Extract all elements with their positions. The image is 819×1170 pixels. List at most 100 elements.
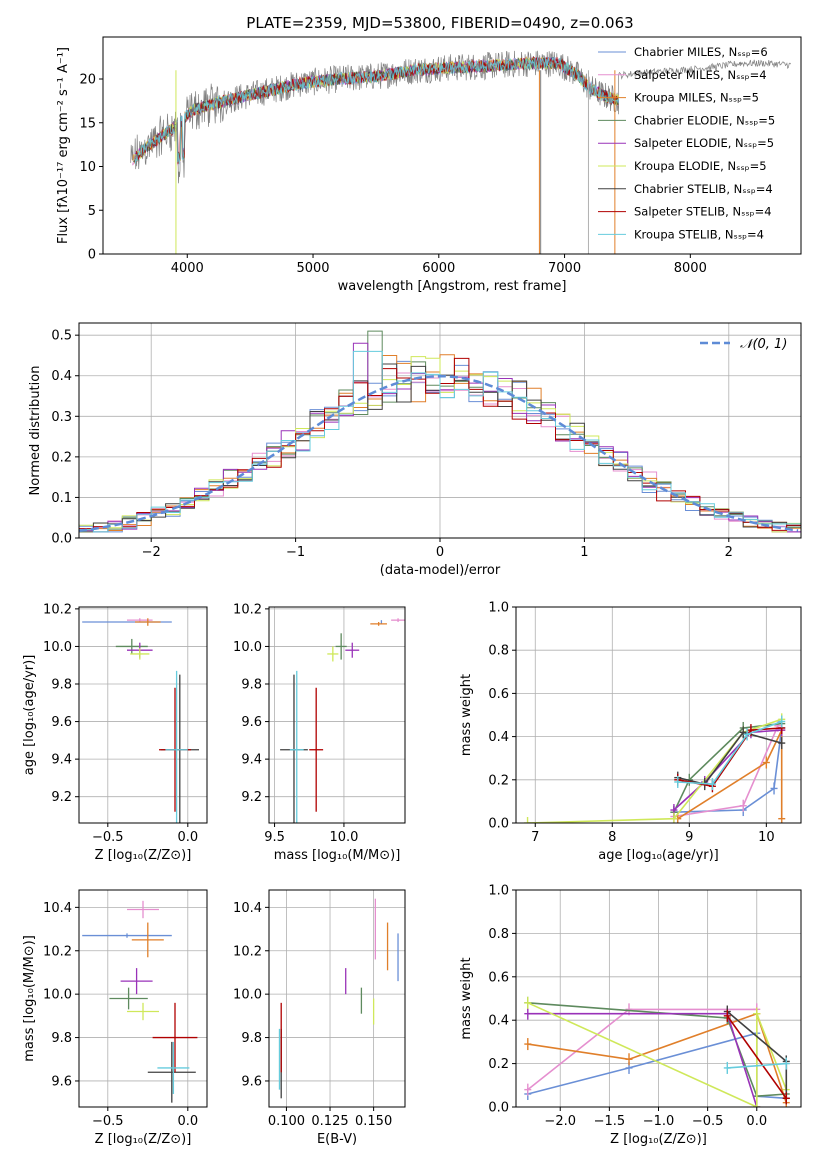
y-axis-label: Normed distribution (28, 366, 43, 496)
legend: Chabrier MILES, Nₛₛₚ=6 Salpeter MILES, Nₛ… (598, 45, 775, 241)
y-tick-label: 0.0 (488, 1101, 509, 1116)
plot-area (524, 996, 790, 1107)
x-tick-label: 9 (685, 830, 693, 845)
x-tick-label: −0.5 (692, 1114, 724, 1129)
y-tick-label: 10.0 (43, 988, 72, 1003)
y-axis-label: mass [log₁₀(M/M⊙)] (22, 935, 37, 1062)
data-point (127, 900, 159, 919)
data-point (127, 1002, 159, 1021)
mass-weight-line (527, 1012, 758, 1107)
x-tick-label: −1.0 (643, 1114, 675, 1129)
x-tick-label: −0.5 (92, 830, 124, 845)
y-tick-label: 10.0 (43, 640, 72, 655)
axes-frame (515, 606, 802, 824)
panel-massweight-vs-Z: −2.0 −1.5 −1.0 −0.5 0.0 0.0 0.2 0.4 0.6 0.8 1.0 Z [… (459, 884, 802, 1147)
y-tick-label: 0.3 (51, 410, 72, 425)
y-tick-label: 9.8 (241, 1031, 262, 1046)
legend-label: Chabrier ELODIE, Nₛₛₚ=5 (634, 113, 775, 127)
plot-area (82, 900, 198, 1103)
data-point (391, 618, 405, 623)
mass-weight-marker (524, 1083, 532, 1096)
x-tick-label: 6000 (422, 261, 455, 276)
y-tick-label: 9.2 (51, 790, 72, 805)
mass-weight-marker (524, 1038, 532, 1051)
y-tick-label: 0.4 (51, 369, 72, 384)
axes-frame (515, 889, 802, 1108)
y-tick-label: 9.6 (51, 1074, 72, 1089)
mass-weight-marker (762, 756, 770, 769)
x-tick-label: 8 (608, 830, 616, 845)
y-tick-label: 15 (79, 116, 96, 131)
y-tick-label: 10.0 (233, 640, 262, 655)
legend-label: Kroupa MILES, Nₛₛₚ=5 (634, 91, 759, 105)
x-tick-label: 0.125 (311, 1114, 348, 1129)
mass-weight-marker (778, 715, 786, 728)
x-tick-label: −0.5 (92, 1114, 124, 1129)
y-tick-label: 10.2 (233, 944, 262, 959)
y-tick-label: 9.6 (241, 715, 262, 730)
y-tick-label: 9.8 (241, 678, 262, 693)
y-tick-label: 20 (79, 73, 96, 88)
data-point (345, 642, 360, 658)
x-tick-label: 0.0 (746, 1114, 767, 1129)
panel-spectrum: 4000 5000 6000 7000 8000 0 5 10 15 20 PLATE=2359, … (56, 14, 802, 294)
data-point (115, 638, 148, 654)
x-tick-label: 2 (725, 545, 733, 560)
model-spectrum-line (134, 56, 619, 165)
y-tick-label: 5 (88, 204, 96, 219)
data-point (120, 968, 153, 995)
mass-weight-marker (753, 1007, 761, 1020)
x-tick-label: −2.0 (544, 1114, 576, 1129)
mass-weight-marker (524, 817, 532, 823)
x-tick-label: −1.5 (594, 1114, 626, 1129)
mass-weight-line (527, 1002, 787, 1098)
mass-weight-marker (674, 775, 682, 788)
x-axis-label: Z [log₁₀(Z/Z⊙)] (95, 848, 192, 863)
mass-weight-marker (782, 1092, 790, 1105)
data-point (147, 1041, 196, 1103)
legend-label: Kroupa ELODIE, Nₛₛₚ=5 (634, 159, 767, 173)
mass-weight-marker (747, 724, 755, 737)
x-tick-label: 0.100 (268, 1114, 305, 1129)
data-point (135, 618, 161, 626)
y-tick-label: 0.1 (51, 491, 72, 506)
y-tick-label: 9.6 (51, 715, 72, 730)
x-tick-label: 5000 (296, 261, 329, 276)
data-point (157, 1041, 190, 1094)
panel-age-vs-mass: 9.5 10.0 9.2 9.4 9.6 9.8 10.0 10.2 mass [log₁₀(M… (233, 602, 406, 863)
y-tick-label: 0.2 (488, 773, 509, 788)
mass-weight-marker (524, 996, 532, 1009)
x-tick-label: 8000 (674, 261, 707, 276)
data-point (165, 670, 188, 823)
x-tick-label: 7000 (548, 261, 581, 276)
data-point (309, 687, 324, 812)
axes-frame (78, 322, 802, 539)
y-tick-label: 1.0 (488, 601, 509, 616)
data-point (152, 1002, 198, 1073)
y-tick-label: 10.2 (43, 944, 72, 959)
chart-title: PLATE=2359, MJD=53800, FIBERID=0490, z=0… (246, 14, 633, 32)
plot-area (79, 330, 801, 533)
data-point (370, 622, 387, 626)
axes-frame (78, 889, 208, 1108)
panel-mass-vs-ebv: 0.100 0.125 0.150 9.6 9.8 10.0 10.2 10.4 E(B-V) (233, 889, 406, 1147)
observed-spectrum-line (130, 50, 791, 184)
x-axis-label: Z [log₁₀(Z/Z⊙)] (95, 1132, 192, 1147)
y-tick-label: 0.6 (488, 687, 509, 702)
y-tick-label: 9.4 (51, 753, 72, 768)
mass-weight-line (527, 1008, 758, 1107)
axes-frame (268, 889, 406, 1108)
mass-weight-marker (770, 782, 778, 795)
y-tick-label: 1.0 (488, 884, 509, 899)
x-tick-label: 10.0 (329, 830, 358, 845)
y-tick-label: 10.0 (233, 988, 262, 1003)
mass-weight-marker (782, 1057, 790, 1070)
x-tick-label: −1 (286, 545, 305, 560)
y-axis-label: mass weight (459, 957, 474, 1039)
axes-frame (102, 36, 802, 255)
x-axis-label: (data-model)/error (380, 563, 501, 578)
panel-massweight-vs-age: 7 8 9 10 0.0 0.2 0.4 0.6 0.8 1.0 age [log₁₀(age/yr… (459, 601, 802, 863)
plot-area (280, 618, 405, 823)
legend-label: Salpeter MILES, Nₛₛₚ=4 (634, 68, 767, 82)
